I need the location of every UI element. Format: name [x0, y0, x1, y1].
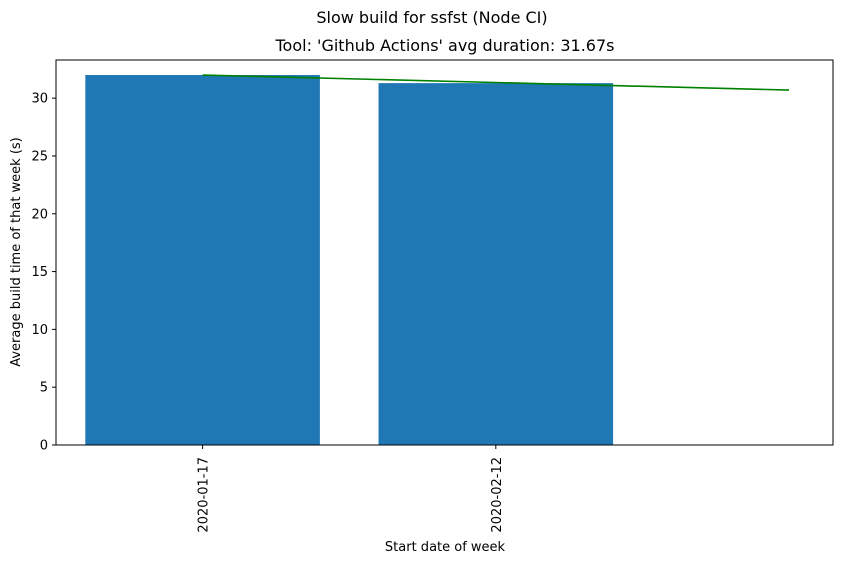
- y-tick-label: 30: [31, 92, 48, 107]
- bar: [85, 75, 320, 445]
- y-tick-label: 0: [40, 439, 48, 454]
- bar: [378, 83, 614, 446]
- y-tick-label: 10: [31, 323, 48, 338]
- y-tick-label: 5: [40, 381, 48, 396]
- y-tick-label: 25: [31, 149, 48, 164]
- y-axis-label: Average build time of that week (s): [9, 137, 24, 367]
- x-axis-label: Start date of week: [385, 540, 506, 555]
- plot-frame: [55, 59, 834, 446]
- chart-suptitle: Slow build for ssfst (Node CI): [316, 8, 547, 27]
- chart-title: Tool: 'Github Actions' avg duration: 31.…: [275, 36, 615, 55]
- x-tick-label: 2020-02-12: [490, 457, 505, 533]
- trend-line: [202, 74, 790, 91]
- y-tick-label: 15: [31, 265, 48, 280]
- x-tick-label: 2020-01-17: [197, 457, 212, 533]
- y-tick-label: 20: [31, 207, 48, 222]
